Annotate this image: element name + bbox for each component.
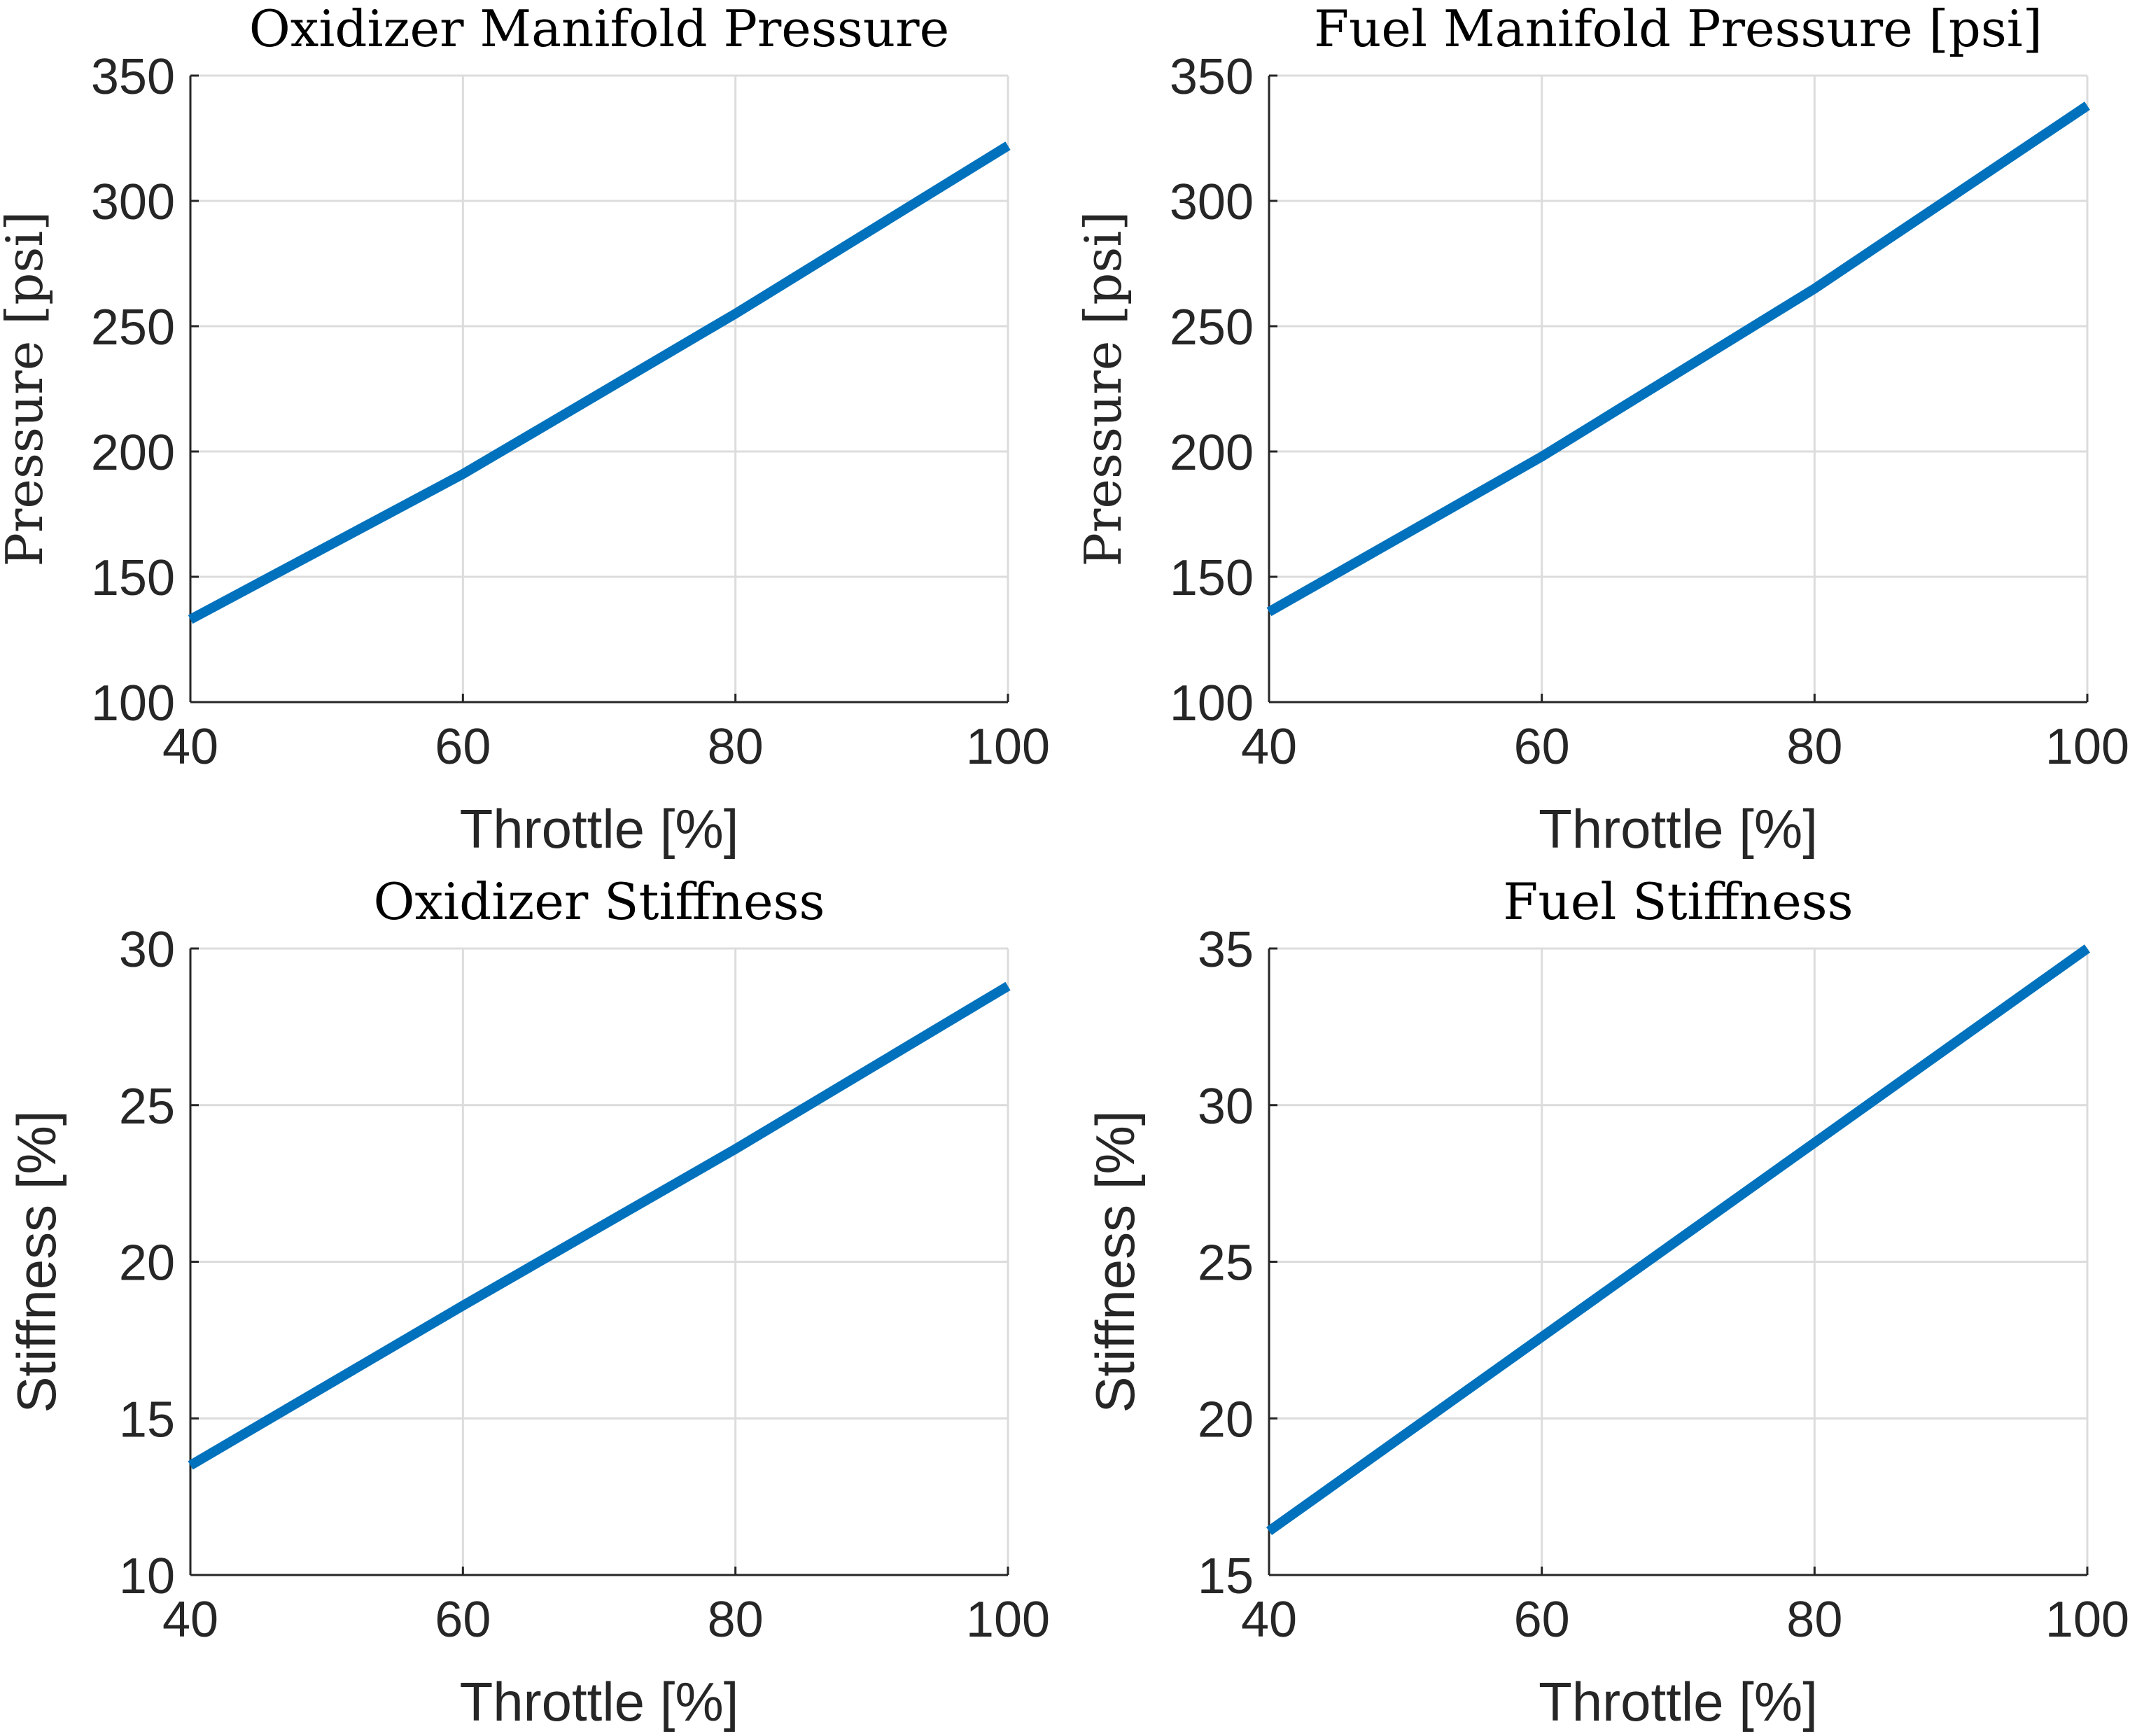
y-axis-label: Stiffness [%]: [6, 1110, 67, 1413]
x-tick-label: 60: [435, 1592, 491, 1648]
y-tick-label: 15: [119, 1392, 175, 1448]
series-line: [188, 141, 1011, 624]
x-tick-label: 60: [1514, 719, 1570, 775]
y-tick-label: 300: [91, 174, 175, 230]
x-tick-label: 40: [162, 1592, 218, 1648]
x-axis-label: Throttle [%]: [460, 798, 739, 860]
y-tick-label: 25: [119, 1079, 175, 1135]
y-tick-label: 150: [1170, 550, 1254, 606]
y-tick-label: 250: [1170, 300, 1254, 356]
y-axis-label: Stiffness [%]: [1084, 1110, 1146, 1413]
y-tick-label: 100: [91, 676, 175, 732]
chart-title: Fuel Manifold Pressure [psi]: [1314, 0, 2043, 58]
x-tick-label: 100: [2045, 1592, 2129, 1648]
x-tick-label: 60: [1514, 1592, 1570, 1648]
y-tick-label: 30: [119, 922, 175, 978]
y-tick-label: 20: [1198, 1392, 1254, 1448]
x-tick-label: 100: [2045, 719, 2129, 775]
chart-panel-3: 40 60 80 100 10 15 20 25 30 Oxidizer Stiffness Thr…: [6, 872, 1050, 1732]
y-tick-label: 15: [1198, 1548, 1254, 1604]
y-tick-label: 100: [1170, 676, 1254, 732]
series-line: [1266, 102, 2090, 617]
y-tick-label: 300: [1170, 174, 1254, 230]
x-axis-label: Throttle [%]: [460, 1671, 739, 1732]
y-tick-label: 20: [119, 1236, 175, 1292]
y-tick-label: 30: [1198, 1079, 1254, 1135]
x-tick-label: 40: [1241, 719, 1297, 775]
y-tick-label: 200: [1170, 425, 1254, 481]
y-axis-label: Pressure [psi]: [0, 211, 54, 567]
series-line: [188, 981, 1011, 1470]
chart-panel-2: 40 60 80 100 100 150 200 250 300 350 Fuel Manifold…: [1074, 0, 2129, 860]
y-tick-label: 10: [119, 1548, 175, 1604]
x-tick-label: 80: [708, 719, 764, 775]
chart-title: Oxidizer Stiffness: [374, 872, 825, 931]
y-tick-label: 250: [91, 300, 175, 356]
x-tick-label: 40: [162, 719, 218, 775]
chart-title: Oxidizer Manifold Pressure: [249, 0, 949, 58]
x-tick-label: 80: [1786, 719, 1842, 775]
series-line: [1266, 944, 2091, 1536]
chart-panel-1: 40 60 80 100 100 150 200 250 300 350 Oxidizer Mani…: [0, 0, 1050, 860]
y-axis-label: Pressure [psi]: [1074, 211, 1133, 567]
y-tick-label: 35: [1198, 922, 1254, 978]
x-axis-label: Throttle [%]: [1539, 1671, 1818, 1732]
x-tick-label: 100: [966, 719, 1050, 775]
chart-title: Fuel Stiffness: [1503, 872, 1853, 931]
y-tick-label: 200: [91, 425, 175, 481]
y-tick-label: 350: [1170, 49, 1254, 105]
y-tick-label: 25: [1198, 1236, 1254, 1292]
x-tick-label: 100: [966, 1592, 1050, 1648]
x-tick-label: 80: [708, 1592, 764, 1648]
y-tick-label: 350: [91, 49, 175, 105]
x-tick-label: 60: [435, 719, 491, 775]
y-tick-label: 150: [91, 550, 175, 606]
x-axis-label: Throttle [%]: [1539, 798, 1818, 860]
x-tick-label: 80: [1786, 1592, 1842, 1648]
chart-panel-4: 40 60 80 100 15 20 25 30 35 Fuel Stiffness Throttl…: [1084, 872, 2129, 1732]
x-tick-label: 40: [1241, 1592, 1297, 1648]
